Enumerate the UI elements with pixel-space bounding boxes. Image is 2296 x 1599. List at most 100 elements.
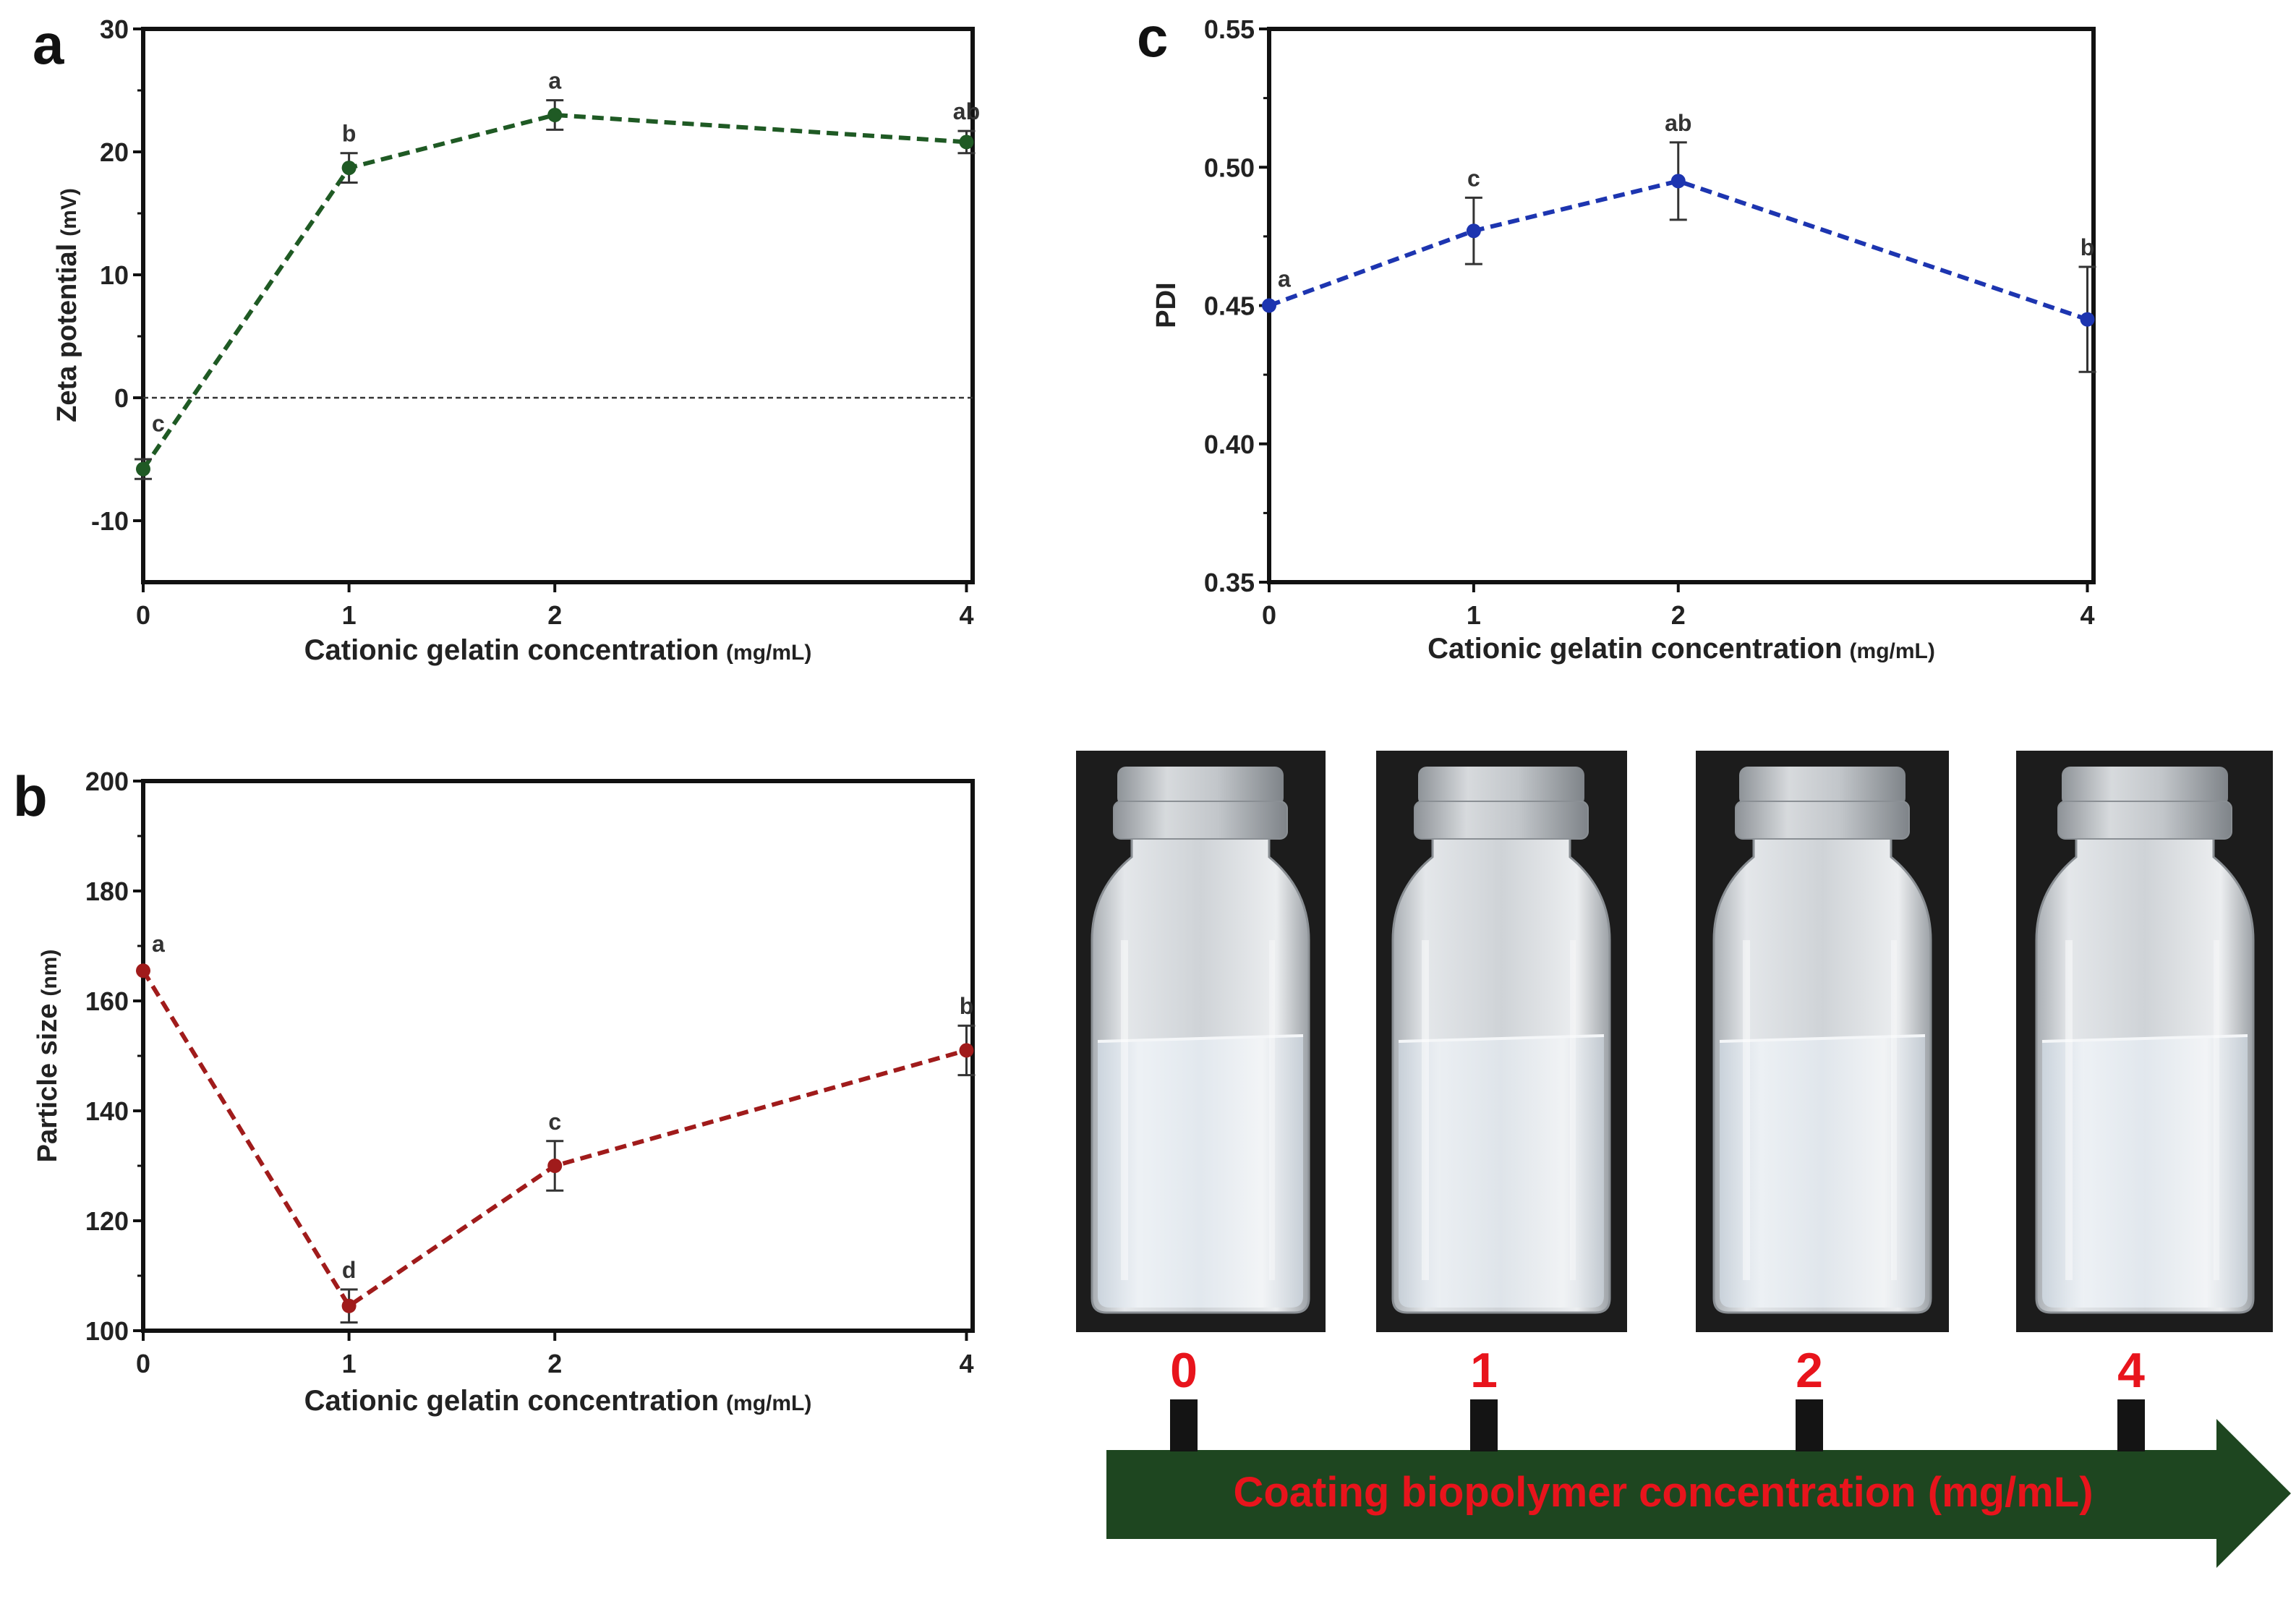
x-axis-title: Cationic gelatin concentration (mg/mL)	[1427, 633, 1935, 665]
x-tick-label: 0	[1262, 600, 1276, 630]
glass-highlight	[1121, 940, 1128, 1280]
glass-highlight	[2065, 940, 2073, 1280]
emulsion-liquid	[1098, 1036, 1303, 1308]
data-point	[547, 108, 563, 122]
y-tick-label: 120	[85, 1206, 129, 1236]
vial-cap-top	[1117, 767, 1284, 806]
data-point	[959, 1043, 974, 1058]
liquid-meniscus	[1398, 1034, 1605, 1043]
vial-photo-3	[2016, 751, 2273, 1332]
x-tick-label: 4	[959, 1349, 973, 1378]
x-axis-unit: (mg/mL)	[1850, 639, 1935, 663]
vial-cap-ring	[1414, 801, 1589, 840]
vial-photo-panel: 0 1 2 4 Coating biopolymer concentration (mg…	[1076, 751, 2291, 1568]
emulsion-liquid	[2042, 1036, 2248, 1308]
panel-letter: a	[33, 12, 64, 76]
plot-frame	[141, 27, 975, 584]
y-tick-label: 0	[114, 383, 129, 413]
y-tick-label: 20	[100, 137, 129, 167]
significance-letter: d	[342, 1257, 357, 1283]
panel-letter: c	[1137, 5, 1168, 69]
x-tick-label: 1	[1467, 600, 1481, 630]
significance-letter: b	[342, 121, 357, 147]
vial-photo-0	[1076, 751, 1326, 1332]
x-tick-label: 1	[342, 1349, 357, 1378]
x-axis-title-text: Cationic gelatin concentration	[304, 634, 719, 666]
y-axis-title-text: PDI	[1151, 282, 1182, 328]
arrow-tick	[1470, 1399, 1498, 1451]
data-point	[959, 135, 974, 150]
y-axis-title: Zeta potential (mV)	[52, 188, 82, 422]
significance-letter: b	[960, 993, 974, 1019]
glass-highlight	[1422, 940, 1429, 1280]
arrow-tick	[1796, 1399, 1823, 1451]
significance-letter: a	[152, 931, 165, 957]
vial-concentration-label: 0	[1170, 1343, 1198, 1398]
vial-cap-top	[1418, 767, 1584, 806]
y-tick-label: 100	[85, 1316, 129, 1346]
significance-letter: c	[152, 411, 165, 437]
significance-letter: a	[1278, 266, 1291, 292]
panel-letter: b	[13, 764, 48, 828]
vial-cap-ring	[1113, 801, 1288, 840]
series-line	[141, 112, 967, 471]
arrow-tick	[1170, 1399, 1198, 1451]
glass-highlight	[1269, 940, 1275, 1280]
y-tick-label: 140	[85, 1096, 129, 1126]
significance-letter: b	[2081, 234, 2095, 260]
arrow-label: Coating biopolymer concentration (mg/mL)	[1233, 1469, 2093, 1516]
x-tick-label: 0	[136, 1349, 150, 1378]
x-axis-title-text: Cationic gelatin concentration	[1427, 633, 1842, 665]
y-axis-unit: (nm)	[38, 950, 61, 997]
y-tick-label: 160	[85, 986, 129, 1016]
concentration-arrow	[1106, 1419, 2291, 1568]
x-axis-unit: (mg/mL)	[726, 1391, 811, 1415]
x-axis-title: Cationic gelatin concentration (mg/mL)	[304, 1385, 812, 1417]
y-tick-label: 0.55	[1204, 14, 1255, 44]
vial-cap-ring	[1735, 801, 1910, 840]
vial-cap-top	[1739, 767, 1905, 806]
y-axis-title-text: Particle size	[33, 1004, 63, 1163]
significance-letter: a	[548, 68, 561, 94]
data-point	[341, 161, 357, 176]
emulsion-liquid	[1720, 1036, 1925, 1308]
significance-letter: c	[548, 1109, 561, 1135]
y-tick-label: 200	[85, 767, 129, 796]
significance-letter: ab	[953, 98, 980, 124]
glass-highlight	[1891, 940, 1897, 1280]
y-axis-unit: (mV)	[57, 188, 81, 236]
liquid-meniscus	[1097, 1034, 1304, 1043]
panel-a-zeta-chart: a -10 0 10 20 30 0 1 2 4 Cationic gelatin concentr…	[33, 12, 980, 666]
series-line	[141, 969, 968, 1310]
data-point	[2080, 312, 2095, 327]
x-tick-label: 4	[2080, 600, 2094, 630]
glass-highlight	[1743, 940, 1750, 1280]
y-axis-title-text: Zeta potential	[52, 244, 82, 422]
y-tick-label: 0.50	[1204, 153, 1255, 182]
data-point	[136, 963, 150, 978]
data-point	[341, 1298, 357, 1313]
glass-highlight	[2214, 940, 2219, 1280]
x-tick-label: 1	[342, 600, 357, 630]
y-tick-label: 0.35	[1204, 568, 1255, 597]
x-tick-label: 0	[136, 600, 150, 630]
arrow-tick	[2117, 1399, 2145, 1451]
vial-concentration-label: 2	[1796, 1343, 1823, 1398]
y-axis-title: Particle size (nm)	[33, 950, 63, 1163]
x-axis-title-text: Cationic gelatin concentration	[304, 1385, 719, 1417]
emulsion-liquid	[1399, 1036, 1604, 1308]
panel-b-size-chart: b 100 120 140 160 180 200 0 1 2 4 Cationic gelatin …	[13, 764, 976, 1417]
x-tick-label: 2	[1671, 600, 1686, 630]
vial-photo-1	[1376, 751, 1627, 1332]
y-axis-title: PDI	[1151, 282, 1182, 328]
y-tick-label: 10	[100, 260, 129, 290]
vial-concentration-label: 4	[2117, 1343, 2145, 1398]
y-tick-label: -10	[91, 506, 129, 536]
y-tick-label: 180	[85, 877, 129, 906]
significance-letter: ab	[1665, 110, 1691, 136]
data-point	[1670, 174, 1686, 189]
series-line	[1268, 179, 2088, 322]
x-axis-unit: (mg/mL)	[726, 641, 811, 665]
y-tick-label: 0.45	[1204, 291, 1255, 321]
